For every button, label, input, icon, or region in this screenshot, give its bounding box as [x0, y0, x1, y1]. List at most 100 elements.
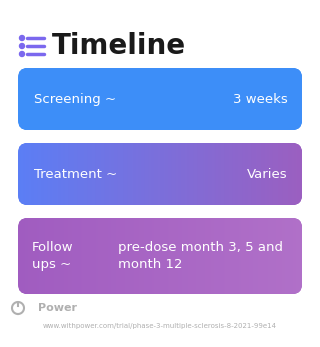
- Bar: [245, 218, 247, 294]
- Bar: [149, 143, 152, 205]
- Bar: [86, 68, 89, 130]
- Bar: [58, 143, 60, 205]
- Bar: [48, 143, 50, 205]
- Bar: [124, 143, 126, 205]
- Bar: [235, 143, 237, 205]
- Bar: [275, 68, 277, 130]
- Bar: [296, 218, 299, 294]
- Bar: [173, 68, 176, 130]
- Bar: [144, 218, 146, 294]
- Bar: [248, 143, 250, 205]
- Bar: [201, 143, 203, 205]
- Bar: [151, 218, 153, 294]
- Bar: [195, 218, 197, 294]
- Bar: [115, 143, 117, 205]
- Bar: [166, 68, 169, 130]
- Bar: [156, 68, 159, 130]
- Bar: [239, 218, 242, 294]
- Bar: [65, 143, 68, 205]
- Bar: [61, 143, 63, 205]
- Bar: [185, 68, 188, 130]
- Bar: [278, 218, 280, 294]
- Bar: [296, 68, 299, 130]
- Bar: [218, 143, 220, 205]
- Bar: [293, 68, 296, 130]
- Bar: [112, 218, 115, 294]
- Bar: [211, 143, 213, 205]
- Bar: [281, 143, 283, 205]
- Bar: [55, 143, 58, 205]
- Bar: [62, 143, 65, 205]
- Bar: [192, 218, 195, 294]
- Bar: [98, 143, 100, 205]
- Bar: [32, 143, 35, 205]
- Bar: [241, 68, 243, 130]
- Bar: [275, 143, 277, 205]
- Bar: [65, 68, 68, 130]
- Bar: [89, 68, 92, 130]
- Bar: [68, 143, 70, 205]
- Bar: [154, 68, 156, 130]
- Bar: [72, 143, 75, 205]
- Bar: [249, 68, 252, 130]
- Bar: [31, 68, 33, 130]
- Bar: [97, 68, 99, 130]
- Bar: [49, 143, 52, 205]
- Bar: [27, 143, 29, 205]
- Bar: [236, 68, 239, 130]
- Bar: [29, 143, 32, 205]
- Bar: [154, 218, 156, 294]
- Bar: [82, 68, 85, 130]
- Bar: [192, 143, 195, 205]
- Bar: [34, 68, 36, 130]
- Bar: [276, 218, 279, 294]
- Bar: [292, 218, 294, 294]
- Bar: [259, 68, 262, 130]
- Bar: [196, 68, 199, 130]
- Bar: [88, 218, 90, 294]
- Bar: [288, 68, 290, 130]
- Bar: [178, 68, 180, 130]
- Bar: [48, 218, 50, 294]
- Bar: [36, 143, 39, 205]
- Bar: [202, 68, 204, 130]
- Bar: [209, 218, 212, 294]
- Bar: [126, 68, 129, 130]
- Bar: [102, 218, 105, 294]
- Bar: [39, 143, 42, 205]
- Bar: [156, 218, 159, 294]
- Bar: [81, 68, 83, 130]
- Bar: [260, 218, 263, 294]
- Bar: [128, 68, 130, 130]
- Bar: [212, 68, 214, 130]
- Bar: [205, 68, 207, 130]
- Bar: [115, 68, 117, 130]
- Bar: [211, 218, 213, 294]
- Bar: [145, 68, 148, 130]
- Bar: [255, 143, 257, 205]
- Bar: [42, 218, 45, 294]
- Bar: [175, 143, 177, 205]
- Bar: [118, 68, 120, 130]
- Bar: [185, 143, 188, 205]
- Bar: [225, 218, 227, 294]
- Bar: [69, 143, 72, 205]
- Bar: [172, 143, 174, 205]
- Bar: [129, 68, 132, 130]
- Bar: [107, 218, 109, 294]
- Bar: [52, 68, 55, 130]
- Bar: [271, 68, 273, 130]
- Bar: [300, 143, 303, 205]
- Bar: [206, 68, 209, 130]
- Bar: [161, 68, 163, 130]
- Bar: [133, 143, 136, 205]
- Bar: [135, 68, 138, 130]
- Bar: [205, 143, 207, 205]
- Bar: [251, 218, 253, 294]
- Bar: [188, 68, 190, 130]
- Bar: [139, 143, 142, 205]
- Bar: [221, 218, 223, 294]
- Bar: [255, 68, 257, 130]
- Bar: [249, 218, 252, 294]
- Bar: [263, 218, 266, 294]
